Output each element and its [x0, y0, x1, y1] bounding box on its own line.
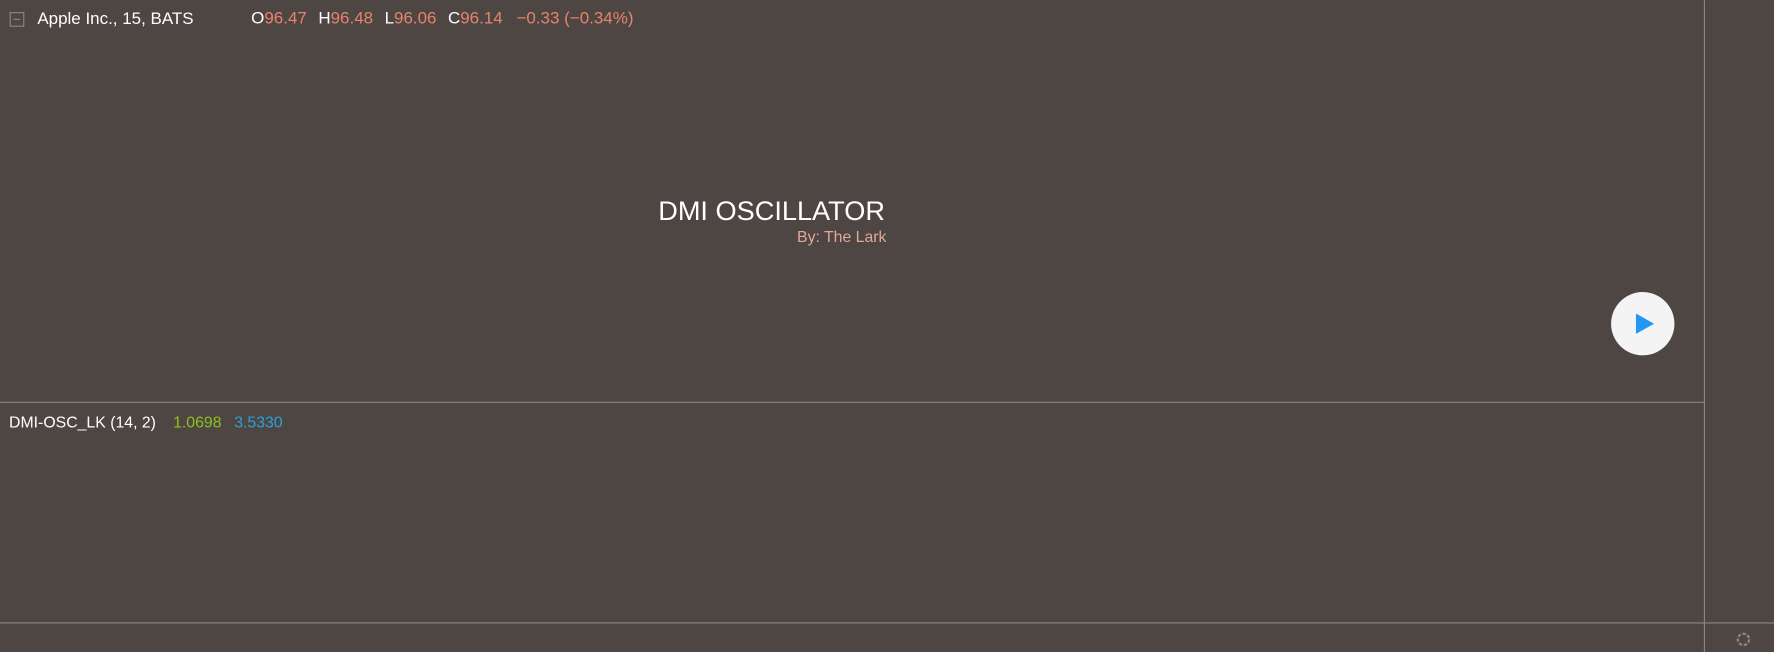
symbol: Apple Inc., 15, BATS — [37, 9, 193, 28]
ohlc-value: 96.48 — [331, 9, 373, 28]
ohlc-readout: O96.47 H96.48 L96.06 C96.14 −0.33 (−0.34… — [251, 9, 633, 28]
ohlc-key: C — [448, 9, 460, 28]
legend-value: 3.5330 — [234, 414, 283, 431]
legend-value: 1.0698 — [173, 414, 222, 431]
settings-button[interactable] — [1736, 632, 1751, 647]
indicator-title: DMI-OSC_LK (14, 2) — [9, 414, 156, 431]
play-icon — [1635, 313, 1655, 334]
change: −0.33 (−0.34%) — [517, 9, 634, 28]
annotation-title: DMI OSCILLATOR — [658, 195, 885, 226]
ohlc-value: 96.06 — [394, 9, 436, 28]
ohlc-key: O — [251, 9, 264, 28]
collapse-button[interactable] — [9, 12, 25, 27]
annotation-byline: By: The Lark — [797, 229, 887, 246]
ohlc-key: H — [318, 9, 330, 28]
ohlc-key: L — [385, 9, 394, 28]
ohlc-value: 96.47 — [264, 9, 306, 28]
ohlc-value: 96.14 — [460, 9, 502, 28]
